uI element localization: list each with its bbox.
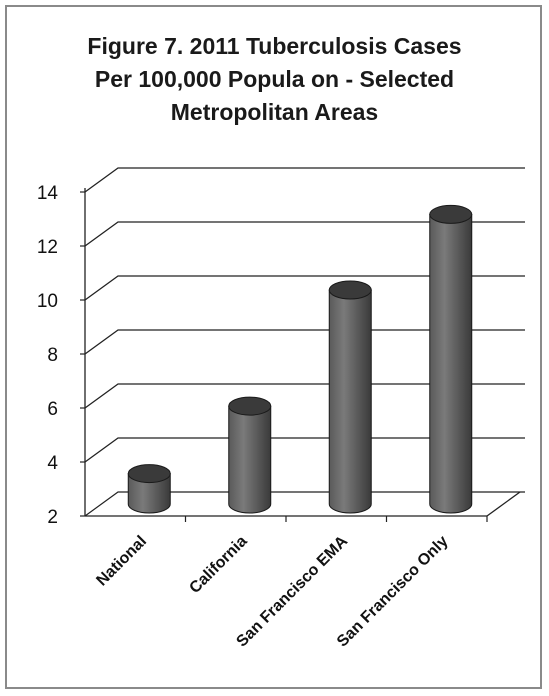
gridline (84, 437, 525, 463)
gridline (84, 275, 525, 301)
floor-right-edge (486, 491, 521, 517)
chart-title-line-3: Metropolitan Areas (170, 99, 379, 125)
y-tick-label: 2 (47, 507, 58, 528)
bar-body (429, 213, 473, 514)
grid-layer (84, 167, 525, 463)
bar-top (228, 396, 272, 416)
bar-top (127, 464, 171, 484)
gridline (84, 221, 525, 247)
bar-california (228, 396, 272, 514)
x-category-label: San Francisco Only (334, 533, 452, 651)
axis-layer (80, 188, 525, 522)
gridline (84, 329, 525, 355)
bar-body (228, 405, 272, 514)
chart-title-line-1: Figure 7. 2011 Tuberculosis Cases (87, 33, 462, 59)
x-category-label: National (93, 533, 150, 590)
bar-top (429, 204, 473, 224)
chart-frame (5, 5, 542, 689)
chart-title-line-2: Per 100,000 Popula on - Selected (94, 66, 455, 92)
y-tick-label: 14 (37, 183, 59, 204)
x-category-label: San Francisco EMA (233, 532, 351, 650)
bar-san-francisco-only (429, 204, 473, 514)
floor-back-edge (84, 491, 525, 517)
y-tick-label: 8 (47, 345, 58, 366)
chart-title: Figure 7. 2011 Tuberculosis Cases Per 10… (40, 30, 509, 129)
y-tick-label: 6 (47, 399, 58, 420)
bar-layer (127, 204, 473, 514)
bar-san-francisco-ema (328, 280, 372, 514)
bar-body (127, 473, 171, 514)
y-tick-label: 12 (37, 237, 58, 258)
y-tick-label: 10 (37, 291, 58, 312)
bar-top (328, 280, 372, 300)
x-category-label: California (186, 533, 250, 597)
bar-national (127, 464, 171, 514)
bar-body (328, 289, 372, 514)
gridline (84, 383, 525, 409)
y-tick-label: 4 (47, 453, 58, 474)
gridline (84, 167, 525, 193)
